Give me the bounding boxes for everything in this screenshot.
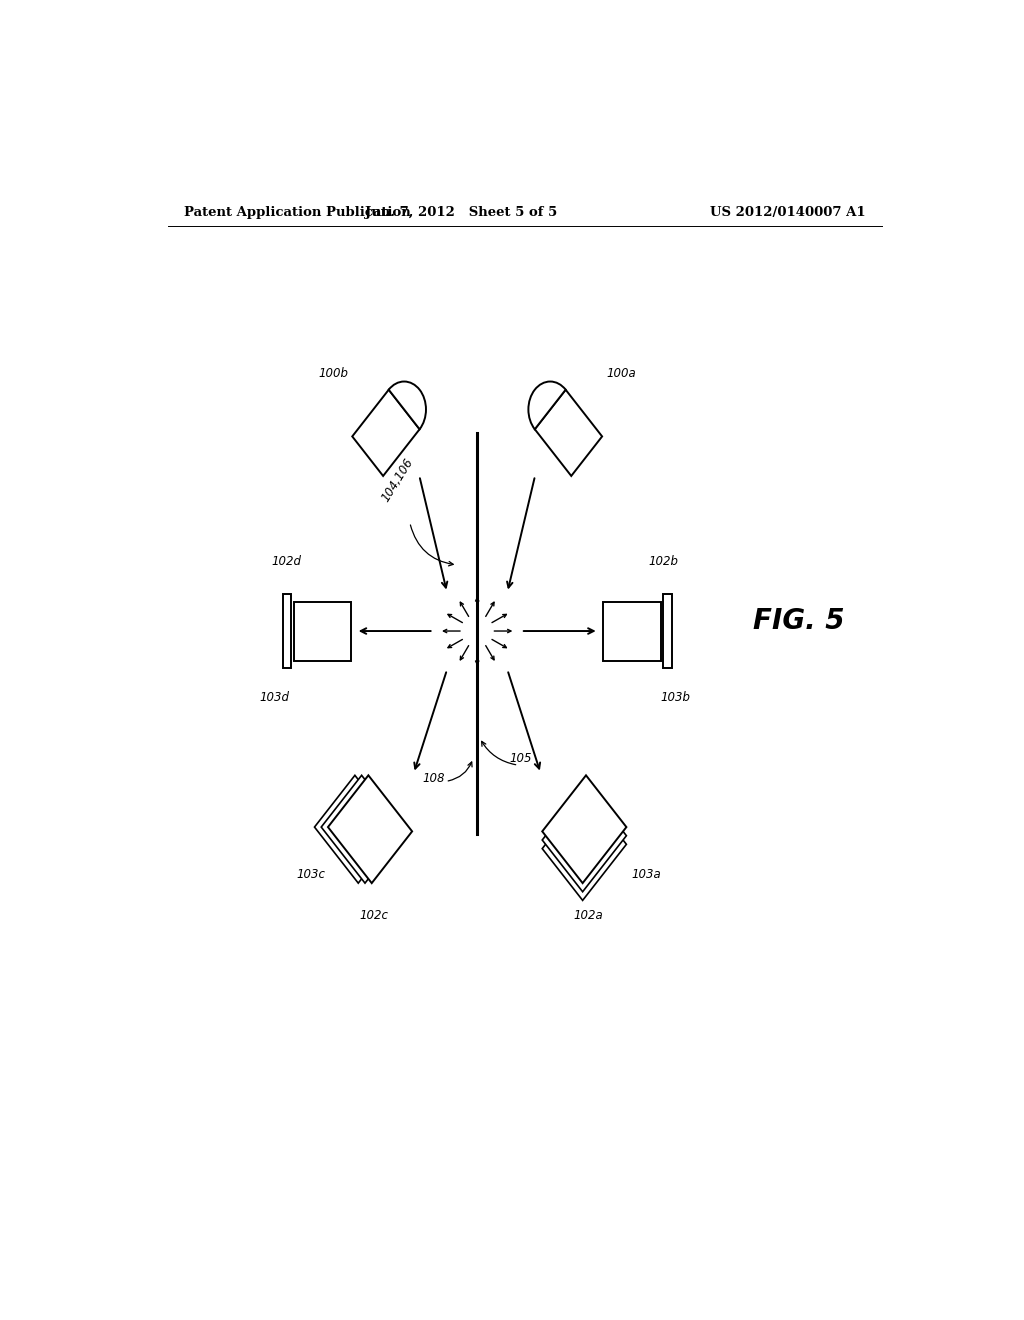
Bar <box>535 389 602 477</box>
Text: 102d: 102d <box>271 556 302 569</box>
Text: 103a: 103a <box>632 869 662 882</box>
Text: 100b: 100b <box>318 367 348 380</box>
Wedge shape <box>528 381 565 429</box>
Wedge shape <box>389 381 426 429</box>
Text: 100a: 100a <box>606 367 636 380</box>
Bar <box>543 792 627 900</box>
Bar <box>352 389 420 477</box>
Text: Patent Application Publication: Patent Application Publication <box>183 206 411 219</box>
Bar <box>314 775 398 883</box>
Text: US 2012/0140007 A1: US 2012/0140007 A1 <box>711 206 866 219</box>
Bar <box>328 775 412 883</box>
Bar <box>603 602 660 660</box>
Bar <box>322 775 406 883</box>
Text: 103b: 103b <box>660 690 690 704</box>
Text: 104,106: 104,106 <box>380 455 416 504</box>
Bar <box>543 775 627 883</box>
Bar <box>543 784 627 892</box>
Text: Jun. 7, 2012   Sheet 5 of 5: Jun. 7, 2012 Sheet 5 of 5 <box>366 206 557 219</box>
Text: 103d: 103d <box>260 690 290 704</box>
Bar <box>294 602 351 660</box>
Text: 105: 105 <box>509 751 531 764</box>
Bar <box>283 594 292 668</box>
Text: 102a: 102a <box>573 909 603 923</box>
Text: 108: 108 <box>422 772 444 785</box>
Bar <box>663 594 672 668</box>
Text: 102b: 102b <box>648 556 679 569</box>
Text: 102c: 102c <box>359 909 388 923</box>
Text: FIG. 5: FIG. 5 <box>753 607 845 635</box>
Text: 103c: 103c <box>296 869 325 882</box>
